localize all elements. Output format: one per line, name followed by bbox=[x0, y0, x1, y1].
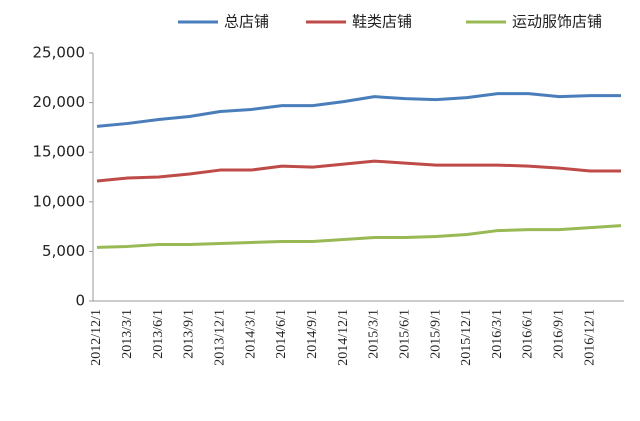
y-tick-label: 5,000 bbox=[42, 242, 85, 260]
x-tick-label: 2015/12/1 bbox=[459, 309, 474, 366]
x-tick-label: 2016/6/1 bbox=[521, 309, 536, 359]
x-tick-label: 2015/6/1 bbox=[397, 309, 412, 359]
x-tick-label: 2013/3/1 bbox=[120, 309, 135, 359]
x-tick-label: 2012/12/1 bbox=[89, 309, 104, 366]
series-line bbox=[96, 224, 622, 249]
y-tick-label: 0 bbox=[75, 292, 85, 310]
legend-label: 总店铺 bbox=[224, 13, 269, 31]
series-line bbox=[96, 159, 621, 183]
x-tick-label: 2015/3/1 bbox=[367, 309, 382, 359]
x-tick-label: 2013/9/1 bbox=[182, 309, 197, 359]
x-tick-label: 2016/9/1 bbox=[552, 309, 567, 359]
x-tick-label: 2013/12/1 bbox=[213, 309, 228, 366]
x-tick-label: 2016/3/1 bbox=[490, 309, 505, 359]
x-tick-label: 2014/6/1 bbox=[274, 309, 289, 359]
y-tick-label: 25,000 bbox=[33, 44, 86, 62]
legend-label: 运动服饰店铺 bbox=[512, 13, 602, 31]
x-tick-label: 2015/9/1 bbox=[428, 309, 443, 359]
x-tick-label: 2016/12/1 bbox=[582, 309, 597, 366]
y-tick-label: 15,000 bbox=[33, 143, 86, 161]
series-line bbox=[96, 92, 621, 128]
x-tick-label: 2014/3/1 bbox=[243, 309, 258, 359]
legend-label: 鞋类店铺 bbox=[352, 13, 412, 31]
x-tick-label: 2014/9/1 bbox=[305, 309, 320, 359]
x-tick-label: 2014/12/1 bbox=[336, 309, 351, 366]
y-tick-label: 10,000 bbox=[33, 192, 86, 210]
x-tick-label: 2013/6/1 bbox=[151, 309, 166, 359]
y-tick-label: 20,000 bbox=[33, 93, 86, 111]
